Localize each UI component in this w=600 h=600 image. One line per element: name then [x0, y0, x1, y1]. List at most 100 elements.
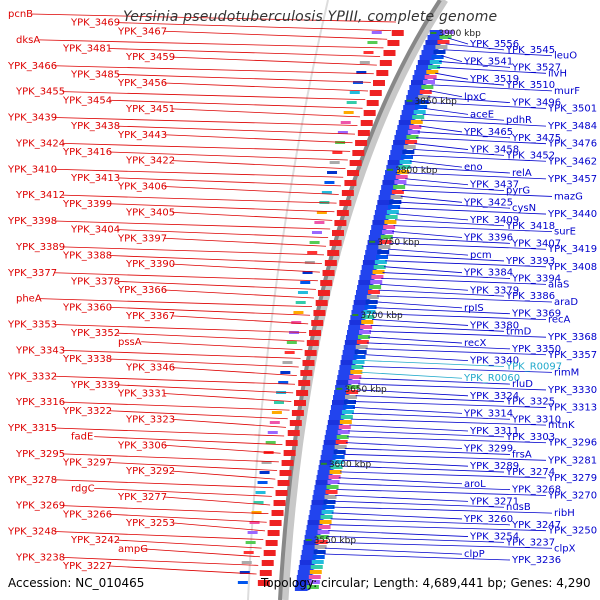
gene-block	[353, 355, 366, 359]
label-leader-line	[393, 225, 553, 233]
label-leader-line	[353, 407, 463, 414]
label-leader-line	[117, 125, 355, 135]
gene-label-ypk-3330: YPK_3330	[547, 385, 597, 396]
gene-block	[261, 461, 272, 464]
label-leader-line	[389, 242, 547, 250]
gene-arrow-reverse	[289, 420, 302, 426]
label-leader-line	[373, 313, 547, 320]
label-leader-line	[409, 160, 463, 168]
gene-label-ypk-3380: YPK_3380	[469, 320, 519, 331]
label-leader-line	[329, 524, 547, 532]
gene-block	[364, 305, 377, 309]
label-leader-line	[109, 151, 348, 161]
topology-text: Topology: circular; Length: 4,689,441 bp…	[261, 576, 591, 590]
gene-block	[390, 195, 403, 199]
label-leader-line	[62, 142, 351, 152]
label-leader-line	[117, 22, 392, 32]
gene-block	[308, 575, 321, 579]
gene-label-phea: pheA	[16, 294, 42, 305]
gene-block	[431, 55, 444, 59]
gene-block	[380, 235, 393, 239]
gene-block	[389, 200, 402, 204]
gene-block	[426, 70, 439, 74]
gene-block	[241, 561, 252, 564]
gene-block	[310, 565, 323, 569]
gene-arrow-reverse	[304, 350, 317, 356]
gene-block	[399, 160, 412, 164]
gene-block	[424, 75, 437, 79]
gene-block	[405, 140, 418, 144]
gene-block	[330, 465, 343, 469]
gene-label-ypk-3404: YPK_3404	[70, 225, 120, 236]
gene-arrow-reverse	[357, 130, 370, 136]
label-leader-line	[408, 166, 511, 174]
gene-arrow-reverse	[261, 560, 274, 566]
gene-label-ypk-3332: YPK_3332	[7, 371, 57, 382]
gene-label-ypk-3393: YPK_3393	[505, 256, 555, 267]
gene-arrow-reverse	[355, 140, 368, 146]
gene-label-ypk-3253: YPK_3253	[125, 518, 175, 529]
label-leader-line	[335, 494, 469, 502]
gene-label-ypk-3425: YPK_3425	[463, 197, 513, 208]
gene-arrow-reverse	[363, 110, 376, 116]
label-leader-line	[356, 389, 469, 397]
gene-block	[354, 350, 367, 354]
gene-block	[253, 501, 264, 504]
gene-block	[377, 250, 390, 254]
gene-block	[385, 215, 398, 219]
gene-block	[363, 51, 374, 54]
label-leader-line	[366, 342, 511, 350]
gene-label-ypk-3408: YPK_3408	[547, 262, 597, 273]
gene-arrow-reverse	[283, 450, 296, 456]
gene-block	[328, 475, 341, 479]
gene-arrow-reverse	[387, 40, 400, 46]
label-leader-line	[141, 548, 260, 558]
gene-arrow-reverse	[372, 80, 385, 86]
label-leader-line	[172, 522, 266, 532]
gene-label-frsa: frsA	[512, 449, 532, 460]
gene-label-cysn: cysN	[512, 203, 536, 214]
gene-arrow-reverse	[369, 90, 382, 96]
gene-label-ypk-3260: YPK_3260	[463, 514, 513, 525]
label-leader-line	[336, 489, 547, 496]
gene-block	[311, 560, 324, 564]
gene-arrow-reverse	[311, 320, 324, 326]
gene-block	[376, 255, 389, 259]
gene-label-ypk-3236: YPK_3236	[511, 555, 561, 566]
label-leader-line	[405, 178, 469, 186]
gene-arrow-reverse	[300, 370, 313, 376]
gene-label-ypk-3353: YPK_3353	[7, 320, 57, 331]
gene-label-ypk-3269: YPK_3269	[15, 501, 65, 512]
label-lines	[31, 13, 553, 575]
gene-block	[346, 101, 357, 104]
gene-block	[340, 415, 353, 419]
gene-label-ypk-3250: YPK_3250	[547, 526, 597, 537]
gene-label-rela: relA	[512, 168, 532, 179]
gene-arrow-reverse	[317, 290, 330, 296]
genome-title: Yersinia pseudotuberculosis YPIII, compl…	[123, 9, 498, 25]
gene-arrow-reverse	[349, 160, 362, 166]
label-leader-line	[337, 483, 511, 491]
label-leader-line	[435, 72, 469, 80]
label-leader-line	[379, 283, 469, 291]
label-leader-line	[117, 229, 329, 239]
gene-label-ypk-3323: YPK_3323	[125, 414, 175, 425]
gene-block	[433, 50, 446, 54]
gene-arrow-reverse	[309, 330, 322, 336]
gene-block	[325, 490, 338, 494]
label-leader-line	[412, 149, 505, 156]
gene-block	[356, 71, 367, 74]
gene-label-arol: aroL	[464, 479, 486, 490]
gene-block	[400, 155, 413, 159]
label-leader-line	[377, 295, 553, 303]
gene-label-ypk-3409: YPK_3409	[469, 215, 519, 226]
gene-label-ypk-3406: YPK_3406	[117, 182, 167, 193]
gene-label-reca: recA	[548, 315, 571, 326]
gene-arrow-reverse	[331, 230, 344, 236]
gene-block	[370, 280, 383, 284]
gene-block	[300, 281, 311, 284]
gene-block	[257, 481, 268, 484]
gene-block	[291, 321, 302, 324]
label-leader-line	[54, 220, 331, 230]
gene-label-ypk-3340: YPK_3340	[469, 356, 519, 367]
